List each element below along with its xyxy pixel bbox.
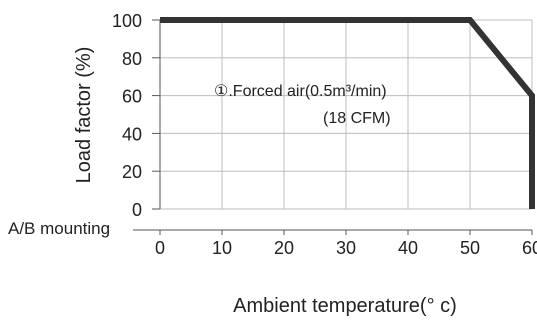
x-axis-row-label: A/B mounting [8,219,110,238]
y-tick-label-0: 0 [132,200,142,220]
series-layer [160,17,535,209]
annotation-line-2: (18 CFM) [323,110,391,127]
x-tick-label-50: 50 [460,238,480,258]
axes [133,19,533,235]
x-tick-label-0: 0 [155,238,165,258]
y-tick-label-100: 100 [112,11,142,31]
series-line-0 [160,17,535,209]
x-tick-label-20: 20 [274,238,294,258]
y-tick-label-60: 60 [122,87,142,107]
x-axis-label: Ambient temperature(° c) [233,295,457,317]
x-tick-label-40: 40 [398,238,418,258]
y-axis-label: Load factor (%) [73,47,95,184]
x-tick-label-10: 10 [212,238,232,258]
annotation-line-1: ①.Forced air(0.5m³/min) [214,83,387,100]
x-tick-label-30: 30 [336,238,356,258]
y-tick-label-20: 20 [122,162,142,182]
tick-labels: 0 20 40 60 80 100 0 10 20 30 40 50 60 [112,11,537,258]
y-tick-label-80: 80 [122,49,142,69]
y-tick-label-40: 40 [122,124,142,144]
x-tick-label-60: 60 [522,238,537,258]
